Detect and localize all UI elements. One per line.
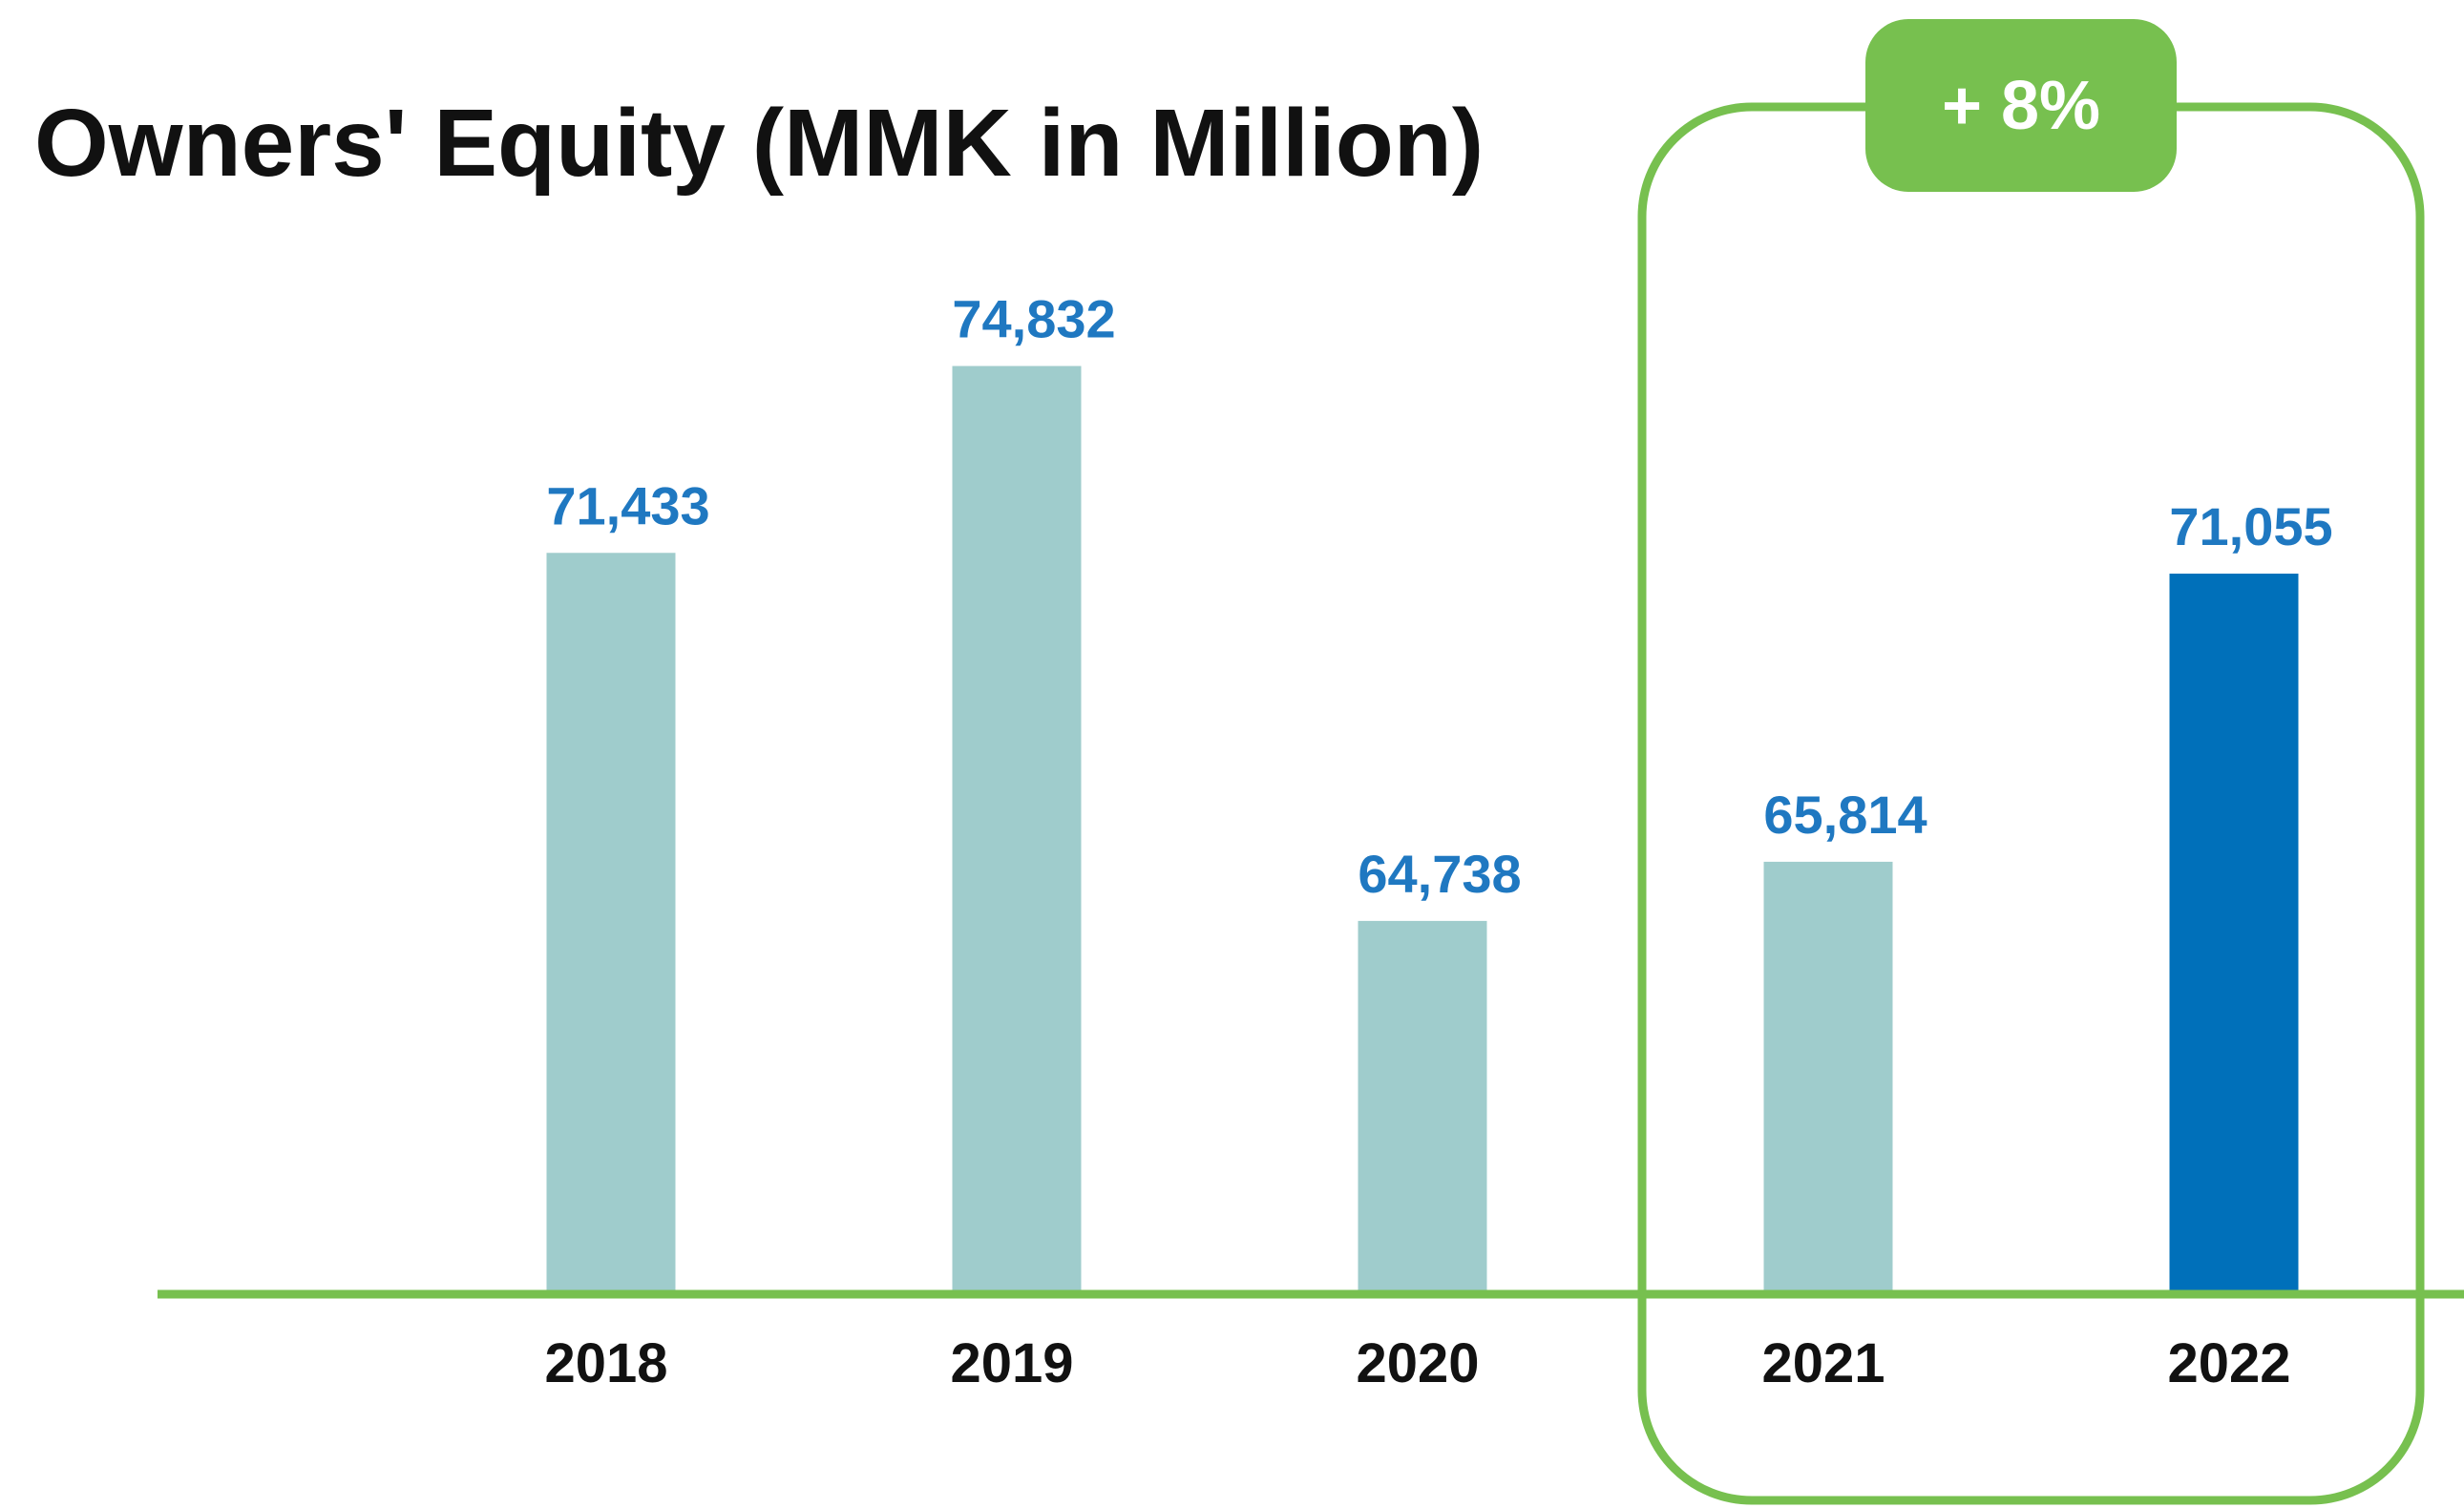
value-label: 71,055 — [2169, 496, 2332, 556]
bar — [1358, 920, 1487, 1291]
x-tick-label: 2019 — [950, 1332, 1073, 1394]
x-tick-label: 2022 — [2167, 1332, 2290, 1394]
bar — [952, 366, 1082, 1291]
x-tick-label: 2018 — [544, 1332, 667, 1394]
bar — [546, 553, 676, 1291]
bar — [1763, 861, 1893, 1291]
x-tick-label: 2021 — [1761, 1332, 1885, 1394]
value-label: 71,433 — [546, 475, 709, 535]
value-label: 74,832 — [952, 288, 1115, 348]
chart-title: Owners' Equity (MMK in Million) — [34, 90, 1484, 197]
value-label: 65,814 — [1763, 785, 1927, 845]
x-tick-label: 2020 — [1356, 1332, 1479, 1394]
bar — [2169, 574, 2299, 1291]
annotation-badge — [1865, 19, 2177, 192]
value-label: 64,738 — [1358, 844, 1521, 904]
annotation: + 8% — [1942, 68, 2100, 144]
